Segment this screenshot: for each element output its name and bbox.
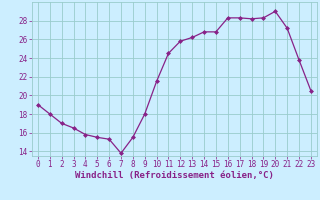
X-axis label: Windchill (Refroidissement éolien,°C): Windchill (Refroidissement éolien,°C) bbox=[75, 171, 274, 180]
